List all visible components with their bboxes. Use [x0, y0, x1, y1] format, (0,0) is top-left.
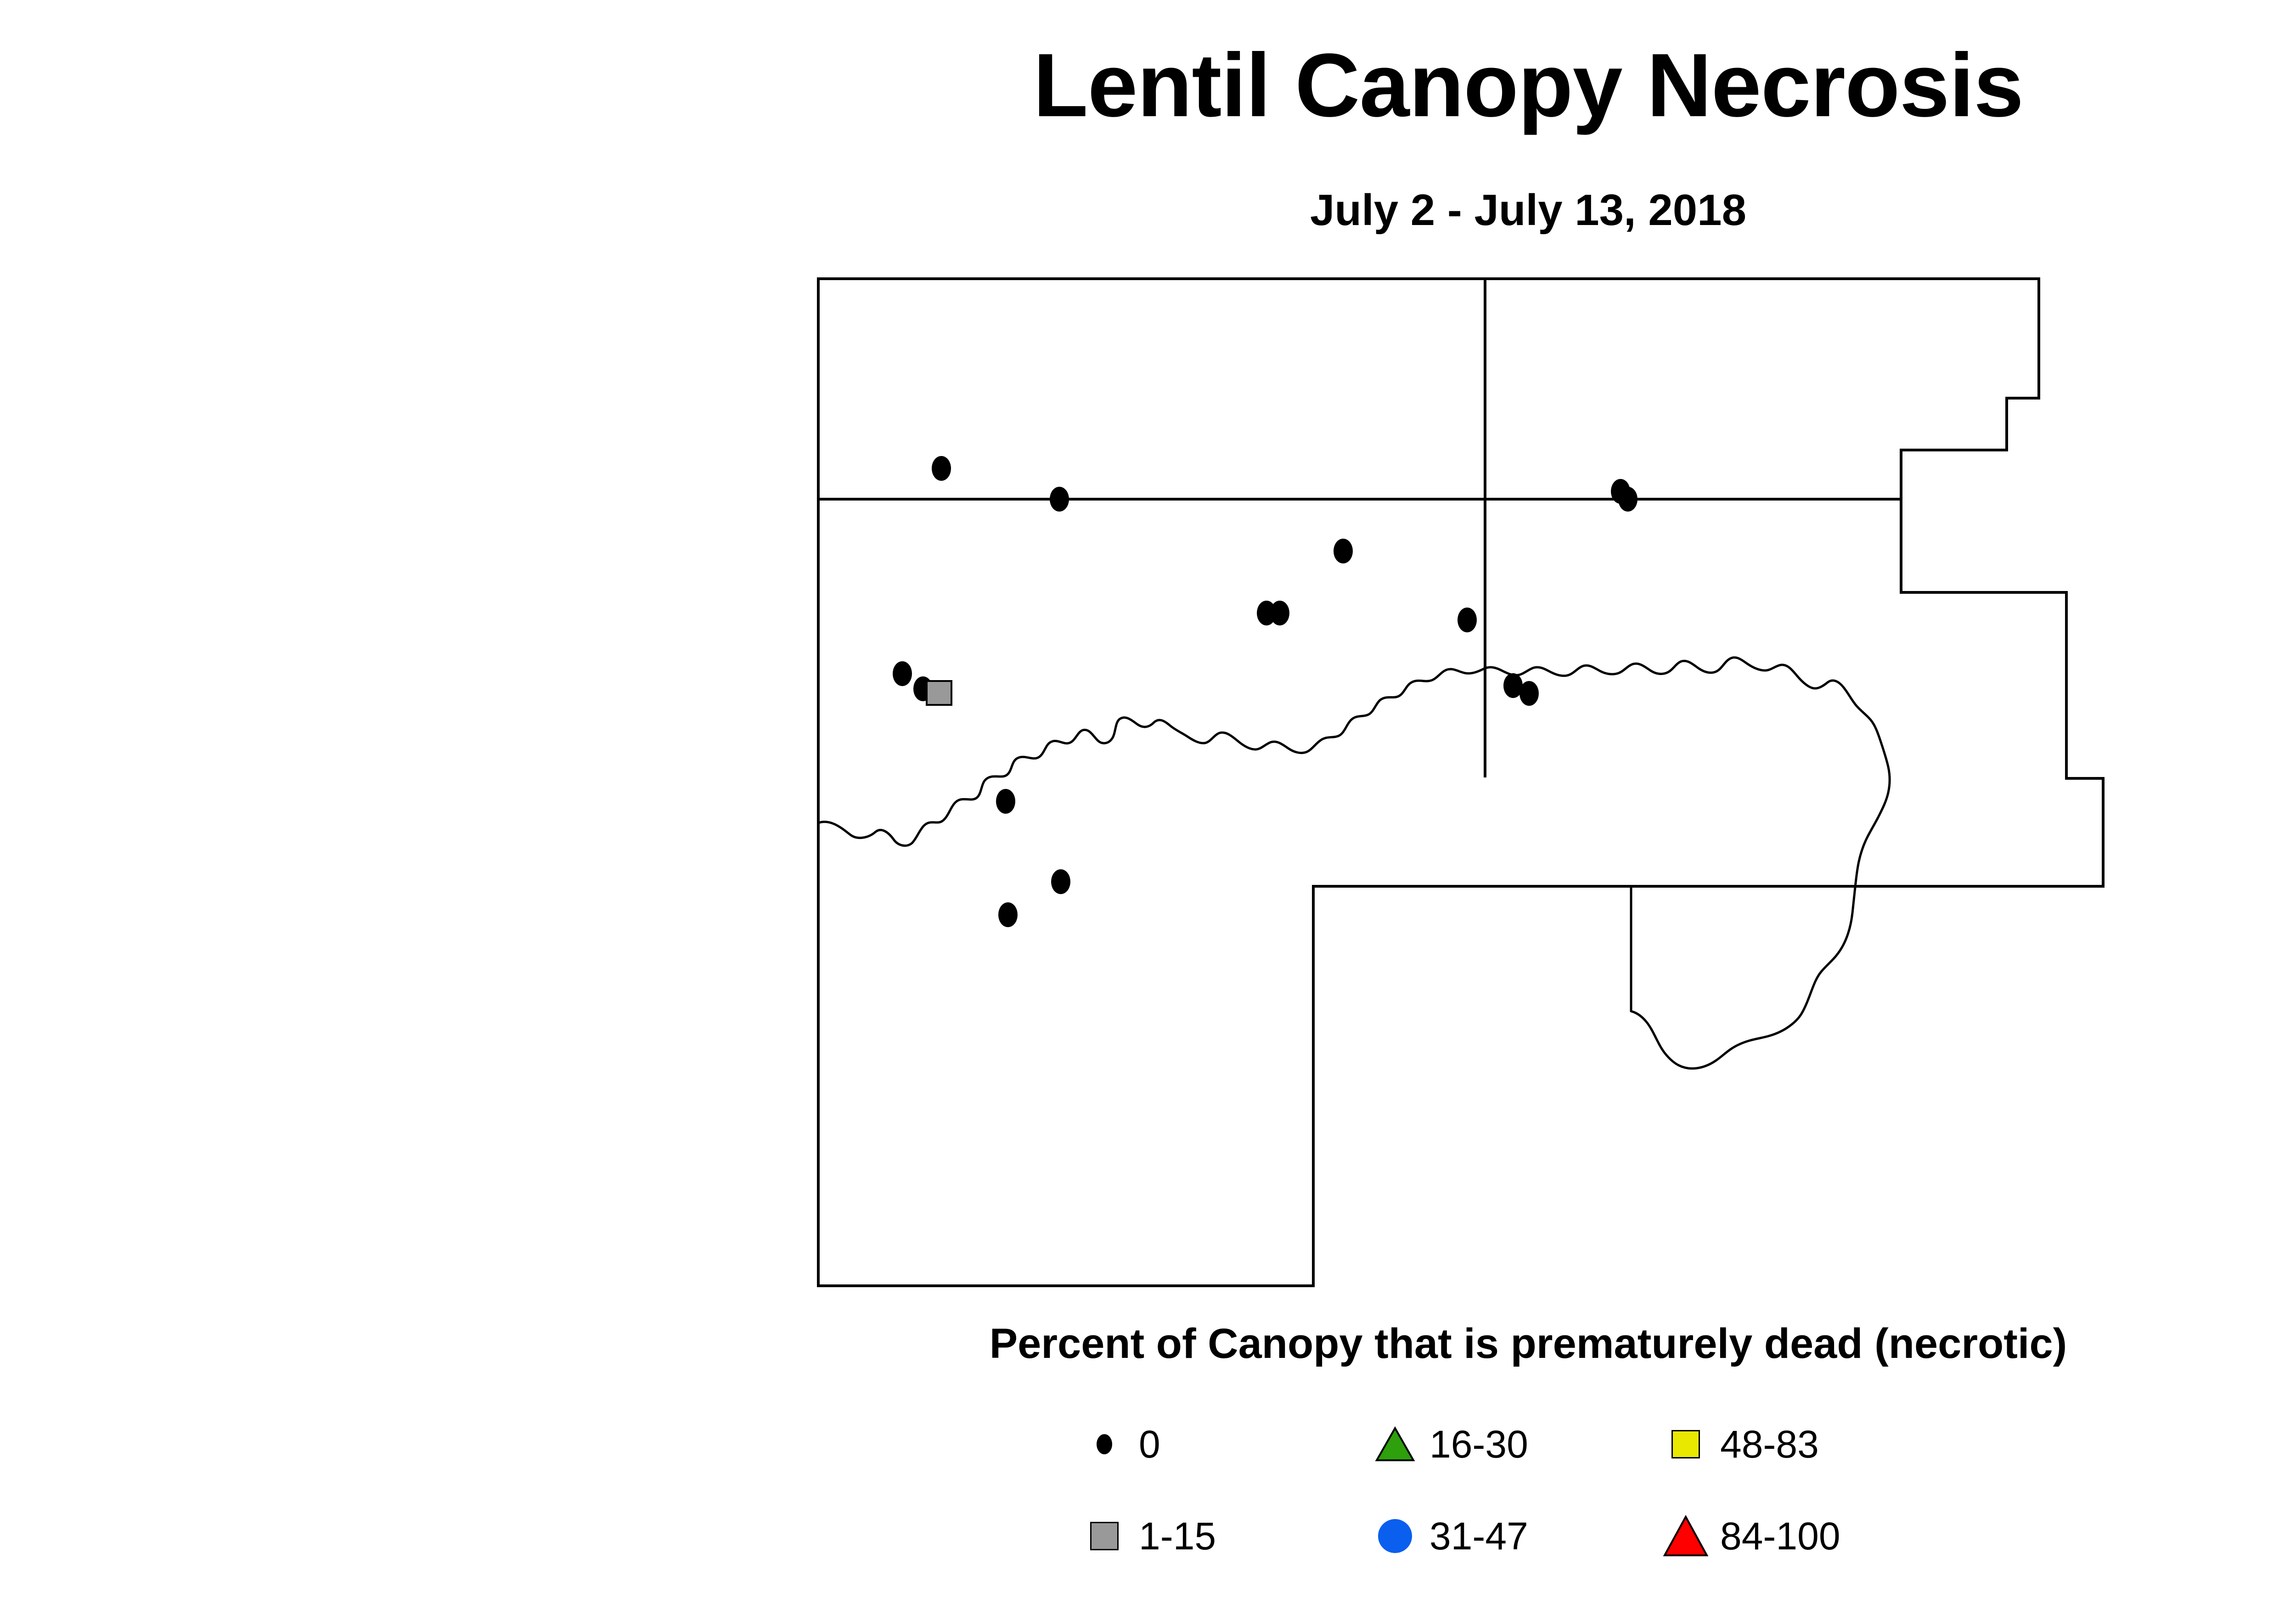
county-boundaries	[817, 277, 2105, 1287]
blue-circle-marker-icon	[1361, 1519, 1429, 1553]
data-points[interactable]	[893, 456, 1638, 927]
county-map-svg	[817, 277, 2105, 1287]
data-point-square[interactable]	[926, 680, 952, 706]
legend: Percent of Canopy that is prematurely de…	[0, 1320, 2296, 1556]
legend-item-48-83[interactable]: 48-83	[1651, 1425, 1942, 1464]
legend-label-0: 0	[1139, 1423, 1160, 1466]
dot-marker-icon	[1070, 1434, 1139, 1454]
data-point[interactable]	[1519, 681, 1539, 706]
data-point[interactable]	[996, 789, 1015, 814]
data-point[interactable]	[1503, 673, 1523, 698]
legend-label-84-100: 84-100	[1720, 1514, 1840, 1558]
data-point[interactable]	[998, 902, 1018, 927]
legend-row-bottom: 1-15 31-47 8	[1070, 1490, 1942, 1582]
red-triangle-marker-icon	[1651, 1515, 1720, 1557]
legend-item-16-30[interactable]: 16-30	[1361, 1425, 1651, 1464]
data-point[interactable]	[932, 456, 951, 481]
legend-label-48-83: 48-83	[1720, 1423, 1819, 1466]
legend-item-31-47[interactable]: 31-47	[1361, 1517, 1651, 1555]
legend-item-1-15[interactable]: 1-15	[1070, 1517, 1361, 1555]
data-point[interactable]	[893, 661, 912, 686]
data-point[interactable]	[1051, 869, 1070, 894]
legend-row-top: 0 16-30 48-8	[1070, 1398, 1942, 1490]
data-point[interactable]	[1458, 608, 1477, 632]
data-point[interactable]	[1270, 601, 1289, 625]
data-point[interactable]	[1257, 601, 1276, 625]
legend-label-16-30: 16-30	[1429, 1423, 1528, 1466]
green-triangle-marker-icon	[1361, 1426, 1429, 1462]
legend-item-84-100[interactable]: 84-100	[1651, 1515, 1942, 1557]
gray-square-marker-icon	[1070, 1522, 1139, 1550]
data-point[interactable]	[1618, 487, 1638, 512]
legend-grid: 0 16-30 48-8	[1070, 1398, 1942, 1582]
legend-title: Percent of Canopy that is prematurely de…	[989, 1320, 2067, 1367]
legend-label-1-15: 1-15	[1139, 1514, 1216, 1558]
data-point[interactable]	[1334, 539, 1353, 563]
river-boundary	[817, 656, 1891, 1070]
yellow-square-marker-icon	[1651, 1430, 1720, 1458]
legend-label-31-47: 31-47	[1429, 1514, 1528, 1558]
page-subtitle: July 2 - July 13, 2018	[1310, 186, 1746, 235]
map-canvas[interactable]	[799, 257, 2213, 1313]
data-point[interactable]	[1050, 487, 1069, 512]
legend-item-0[interactable]: 0	[1070, 1425, 1361, 1464]
page-title: Lentil Canopy Necrosis	[1033, 35, 2024, 135]
